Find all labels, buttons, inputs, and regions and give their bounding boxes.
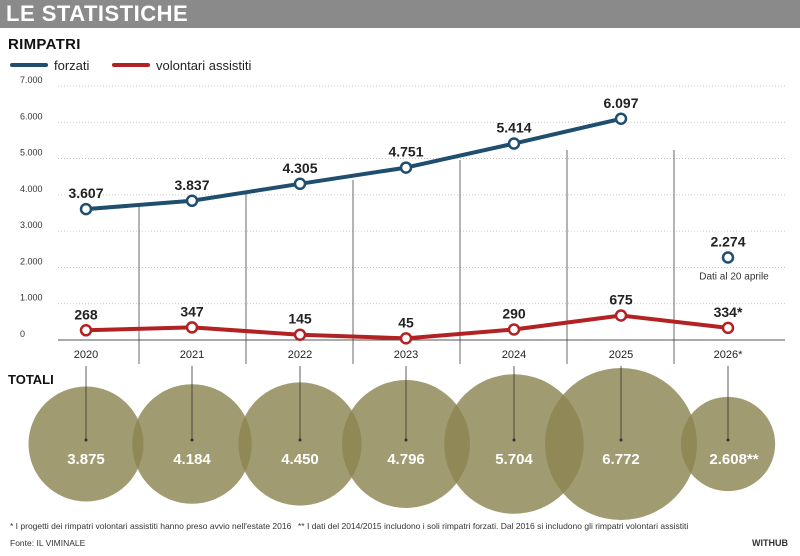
- bubble-connector-dot-4: [512, 438, 516, 442]
- bubble-connector-dot-3: [404, 438, 408, 442]
- xtick-label-6: 2026*: [714, 349, 743, 361]
- data-label-volontari-4: 290: [502, 305, 526, 321]
- footnote-1: * I progetti dei rimpatri volontari assi…: [10, 521, 292, 531]
- total-label-0: 3.875: [67, 451, 105, 468]
- total-bubble-0: [28, 386, 144, 502]
- legend-label-forzati: forzati: [54, 57, 90, 73]
- data-point-forzati-4: [507, 137, 521, 150]
- ytick-label-4: 4.000: [20, 184, 43, 194]
- brand-label: WITHUB: [752, 538, 788, 548]
- data-point-forzati-5: [614, 112, 628, 126]
- xtick-label-1: 2021: [180, 349, 204, 361]
- ytick-label-2: 2.000: [20, 256, 43, 266]
- bubble-connector-dot-6: [726, 438, 730, 442]
- total-bubble-6: [680, 396, 776, 492]
- bubble-connector-dot-2: [298, 438, 302, 442]
- source-label: Fonte: IL VIMINALE: [10, 538, 86, 548]
- total-label-2: 4.450: [281, 451, 319, 468]
- data-label-volontari-3: 45: [398, 314, 414, 330]
- series-line-forzati: [85, 116, 622, 212]
- xtick-label-2: 2022: [288, 349, 312, 361]
- totals-title: TOTALI: [8, 372, 54, 387]
- total-bubble-2: [238, 382, 362, 506]
- data-label-forzati-6: 2.274: [710, 233, 745, 249]
- total-bubble-4: [444, 374, 584, 514]
- data-point-forzati-2: [293, 177, 307, 191]
- total-bubble-3: [342, 380, 470, 508]
- data-label-volontari-0: 268: [74, 306, 98, 322]
- total-label-6: 2.608**: [709, 451, 758, 468]
- total-label-1: 4.184: [173, 451, 211, 468]
- bubble-connector-dot-1: [190, 438, 194, 442]
- legend-item-volontari: volontari assistiti: [112, 56, 251, 74]
- data-point-forzati-6: [721, 251, 735, 264]
- xtick-label-0: 2020: [74, 349, 98, 361]
- header-band: [0, 0, 800, 28]
- bubble-connector-dot-5: [619, 438, 623, 442]
- total-label-4: 5.704: [495, 451, 533, 468]
- data-point-forzati-1: [185, 194, 199, 208]
- legend-item-forzati: forzati: [10, 56, 89, 74]
- xtick-label-5: 2025: [609, 349, 633, 361]
- data-point-volontari-2: [293, 328, 307, 341]
- xtick-label-4: 2024: [502, 349, 526, 361]
- data-label-forzati-3: 4.751: [388, 144, 423, 160]
- page-title: LE STATISTICHE: [6, 1, 189, 26]
- footnote-2: ** I dati del 2014/2015 includono i soli…: [298, 521, 689, 531]
- total-bubble-5: [545, 368, 697, 520]
- data-label-forzati-2: 4.305: [282, 160, 317, 176]
- data-label-forzati-1: 3.837: [174, 177, 209, 193]
- ytick-label-3: 3.000: [20, 220, 43, 230]
- annotation-partial-year: Dati al 20 aprile: [699, 271, 769, 282]
- data-label-volontari-6: 334*: [714, 304, 743, 320]
- total-bubble-1: [132, 384, 252, 504]
- data-point-volontari-5: [614, 309, 628, 322]
- data-label-forzati-0: 3.607: [68, 185, 103, 201]
- legend-swatch-forzati: [10, 63, 48, 67]
- total-label-3: 4.796: [387, 451, 425, 468]
- data-point-forzati-3: [399, 161, 413, 174]
- data-point-volontari-6: [721, 321, 735, 335]
- data-point-volontari-4: [507, 323, 521, 336]
- data-point-volontari-0: [79, 324, 93, 337]
- legend-swatch-volontari: [112, 63, 150, 67]
- chart-subtitle: RIMPATRI: [8, 36, 81, 53]
- data-label-volontari-1: 347: [180, 303, 204, 319]
- xtick-label-3: 2023: [394, 349, 418, 361]
- ytick-label-7: 7.000: [20, 75, 43, 85]
- ytick-label-1: 1.000: [20, 293, 43, 303]
- data-label-volontari-2: 145: [288, 311, 312, 327]
- total-label-5: 6.772: [602, 451, 640, 468]
- ytick-label-5: 5.000: [20, 148, 43, 158]
- data-point-forzati-0: [79, 202, 93, 216]
- ytick-label-6: 6.000: [20, 111, 43, 121]
- data-point-volontari-3: [399, 332, 413, 345]
- ytick-label-0: 0: [20, 329, 25, 339]
- data-label-forzati-4: 5.414: [496, 120, 531, 136]
- data-label-volontari-5: 675: [609, 292, 633, 308]
- legend-label-volontari: volontari assistiti: [156, 57, 252, 73]
- data-point-volontari-1: [185, 321, 199, 334]
- bubble-connector-dot-0: [84, 438, 88, 442]
- data-label-forzati-5: 6.097: [603, 95, 638, 111]
